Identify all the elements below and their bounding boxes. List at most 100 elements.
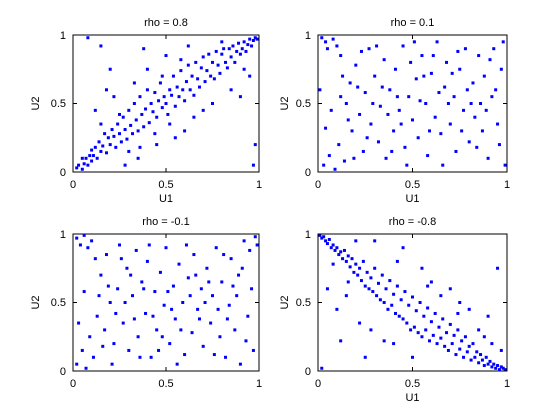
scatter-point	[101, 144, 105, 148]
subplot-title: rho = -0.1	[142, 216, 189, 228]
subplot-title: rho = -0.8	[389, 216, 436, 228]
scatter-point	[331, 37, 335, 41]
scatter-point	[186, 44, 190, 48]
scatter-point	[160, 106, 164, 110]
scatter-point	[108, 143, 112, 147]
scatter-point	[358, 321, 362, 325]
x-axis-label: U1	[159, 193, 173, 205]
scatter-point	[181, 301, 185, 304]
scatter-point	[446, 102, 450, 105]
scatter-point	[218, 71, 222, 75]
scatter-point	[469, 102, 473, 105]
scatter-point	[114, 145, 118, 149]
scatter-point	[363, 284, 367, 288]
scatter-point	[424, 102, 428, 105]
scatter-point	[369, 122, 373, 126]
scatter-point	[318, 88, 322, 92]
scatter-point	[331, 243, 335, 247]
scatter-point	[212, 353, 216, 357]
scatter-point	[220, 52, 224, 56]
scatter-point	[151, 314, 155, 318]
scatter-point	[460, 339, 464, 343]
scatter-point	[225, 317, 229, 321]
scatter-point	[86, 163, 90, 167]
scatter-points	[318, 36, 507, 171]
scatter-point	[482, 74, 486, 78]
scatter-point	[220, 40, 224, 44]
scatter-point	[209, 74, 213, 78]
scatter-point	[388, 88, 392, 92]
scatter-point	[388, 279, 392, 283]
scatter-point	[112, 95, 116, 99]
y-tick-label-0: 0	[305, 167, 311, 179]
scatter-point	[405, 163, 409, 167]
scatter-point	[240, 47, 244, 51]
scatter-point	[112, 342, 116, 346]
scatter-point	[371, 290, 375, 294]
scatter-point	[227, 47, 231, 51]
scatter-point	[354, 63, 358, 67]
scatter-point	[401, 246, 405, 250]
scatter-point	[238, 95, 242, 99]
scatter-point	[342, 248, 346, 252]
scatter-point	[177, 95, 181, 99]
scatter-point	[253, 235, 257, 239]
scatter-point	[409, 60, 413, 64]
scatter-point	[250, 44, 254, 48]
scatter-point	[136, 335, 140, 339]
scatter-point	[327, 154, 331, 158]
scatter-point	[445, 60, 449, 64]
scatter-point	[158, 81, 162, 85]
scatter-point	[390, 303, 394, 307]
scatter-point	[392, 292, 396, 296]
scatter-point	[403, 145, 407, 149]
subplot-rho-0.8: rho = 0.8 0 0.5 1 0 0.5 1 U1 U2	[30, 17, 262, 205]
scatter-point	[99, 44, 103, 48]
scatter-point	[341, 257, 345, 261]
scatter-point	[104, 88, 108, 92]
scatter-point	[75, 236, 79, 240]
scatter-points	[75, 233, 259, 370]
scatter-point	[367, 287, 371, 291]
scatter-point	[145, 259, 149, 263]
scatter-point	[131, 132, 135, 136]
scatter-point	[235, 294, 239, 298]
scatter-point	[203, 301, 207, 304]
scatter-point	[90, 159, 94, 163]
subplot-rho-neg-0.8: rho = -0.8 0 0.5 1 0 0.5 1 U1 U2	[279, 216, 510, 404]
scatter-point	[352, 156, 356, 160]
scatter-point	[91, 355, 95, 359]
scatter-point	[224, 60, 228, 64]
scatter-point	[244, 339, 248, 343]
scatter-point	[380, 273, 384, 277]
scatter-point	[125, 266, 129, 270]
scatter-point	[164, 246, 168, 250]
scatter-point	[403, 290, 407, 294]
scatter-point	[426, 306, 430, 310]
scatter-point	[86, 246, 90, 250]
y-axis-label: U2	[279, 96, 291, 110]
scatter-point	[99, 122, 103, 126]
scatter-point	[149, 102, 153, 105]
scatter-point	[82, 290, 86, 294]
scatter-point	[106, 136, 110, 140]
x-tick-label-1: 1	[256, 378, 262, 390]
scatter-point	[162, 303, 166, 307]
scatter-point	[199, 66, 203, 70]
x-axis-label: U1	[405, 193, 419, 205]
scatter-point	[320, 36, 324, 40]
scatter-point	[446, 348, 450, 352]
scatter-point	[153, 91, 157, 95]
scatter-point	[318, 233, 322, 237]
scatter-point	[477, 328, 481, 332]
scatter-point	[246, 43, 250, 47]
scatter-point	[251, 38, 255, 42]
scatter-point	[197, 317, 201, 321]
scatter-point	[397, 108, 401, 112]
scatter-point	[329, 246, 333, 250]
scatter-point	[352, 270, 356, 274]
scatter-point	[393, 67, 397, 71]
scatter-point	[235, 49, 239, 53]
scatter-point	[437, 91, 441, 95]
scatter-point	[197, 85, 201, 89]
